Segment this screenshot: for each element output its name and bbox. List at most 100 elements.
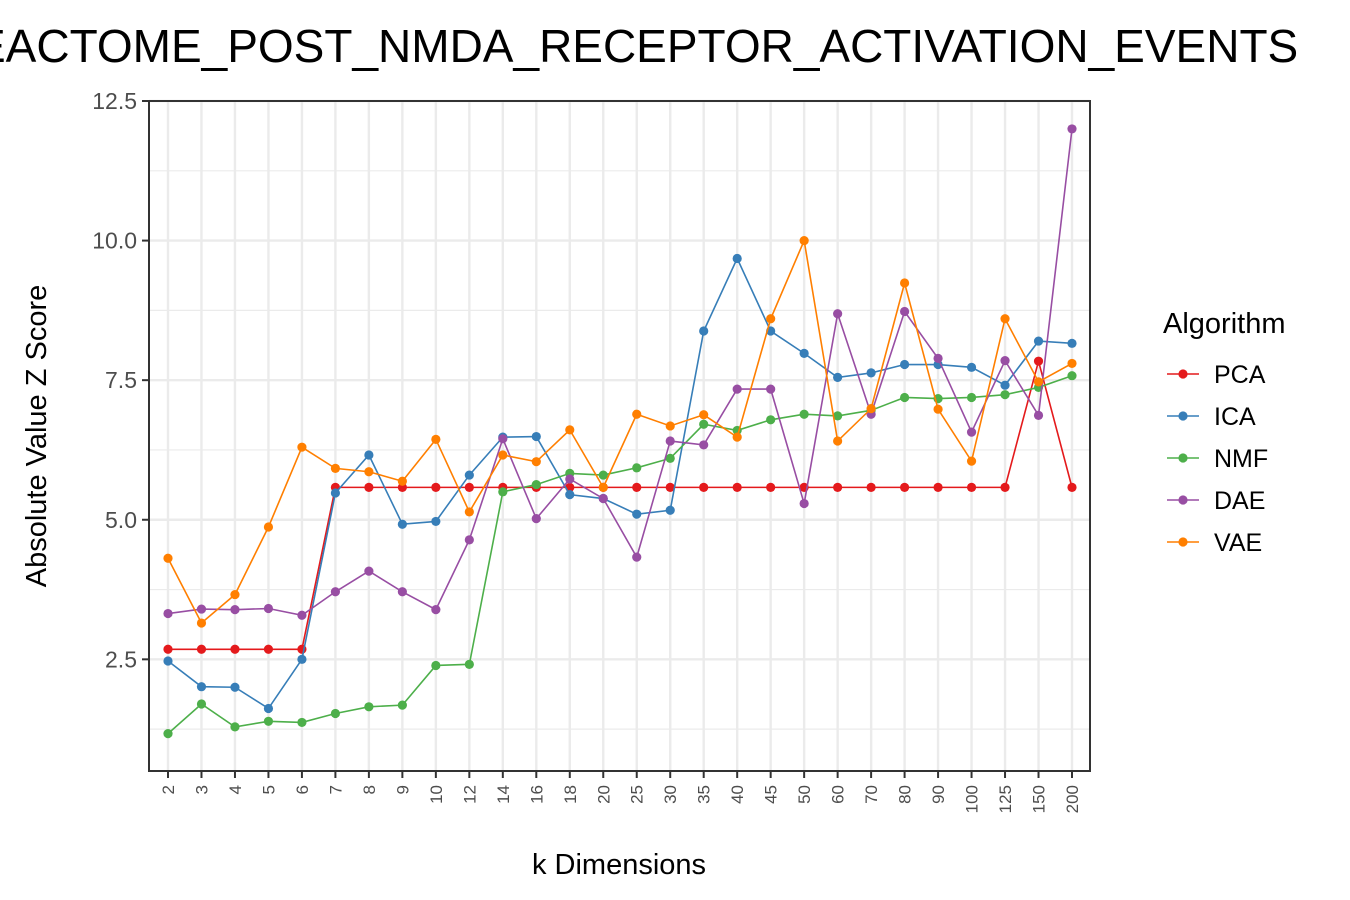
data-point-pca [665, 482, 675, 492]
x-tick-label: 35 [695, 785, 714, 804]
data-point-pca [933, 482, 943, 492]
data-point-dae [933, 353, 943, 363]
legend-item-vae: VAE [1167, 529, 1262, 557]
x-tick-label: 5 [259, 785, 278, 794]
data-point-vae [464, 507, 474, 517]
x-tick-label: 12 [460, 785, 479, 804]
x-tick-label: 6 [293, 785, 312, 794]
legend-key-point [1178, 495, 1188, 505]
series-dae [163, 124, 1077, 620]
legend: Algorithm PCA ICA NMF DAE VAE [1163, 308, 1286, 557]
legend-item-pca: PCA [1167, 361, 1266, 389]
data-point-dae [531, 514, 541, 524]
legend-key-point [1178, 369, 1188, 379]
x-axis-title: k Dimensions [532, 849, 706, 881]
data-point-vae [966, 456, 977, 466]
data-point-nmf [699, 419, 709, 429]
data-point-vae [263, 522, 274, 532]
data-point-nmf [632, 463, 642, 473]
y-tick-label: 7.5 [105, 367, 137, 393]
legend-item-ica: ICA [1167, 403, 1256, 431]
legend-label: DAE [1214, 487, 1265, 515]
x-tick-label: 4 [226, 785, 245, 794]
legend-key-point [1178, 453, 1188, 463]
data-point-dae [364, 566, 374, 576]
x-tick-label: 9 [393, 785, 412, 794]
x-tick-label: 18 [561, 785, 580, 804]
x-tick-label: 2 [159, 785, 178, 794]
x-tick-label: 8 [360, 785, 379, 794]
data-point-vae [330, 463, 341, 473]
data-point-pca [431, 482, 441, 492]
data-point-dae [833, 309, 843, 319]
data-point-ica [196, 682, 207, 692]
legend-item-dae: DAE [1167, 487, 1265, 515]
data-point-dae [230, 605, 240, 615]
data-point-nmf [397, 700, 407, 710]
data-point-dae [565, 474, 575, 484]
data-point-vae [230, 589, 240, 600]
data-point-pca [632, 482, 642, 492]
data-point-dae [397, 587, 407, 597]
series-line-nmf [167, 374, 1073, 735]
x-tick-label: 200 [1063, 785, 1082, 813]
data-point-dae [732, 384, 742, 394]
data-point-nmf [766, 415, 776, 425]
x-tick-label: 14 [494, 785, 513, 804]
legend-key-point [1178, 411, 1188, 421]
data-point-dae [330, 587, 341, 597]
data-point-dae [1000, 356, 1010, 366]
data-point-pca [699, 482, 709, 492]
x-tick-label: 125 [996, 785, 1015, 813]
data-point-nmf [531, 479, 541, 490]
data-point-ica [699, 326, 709, 336]
series-line-vae [167, 237, 1073, 625]
series-nmf [163, 371, 1077, 739]
data-point-dae [1067, 124, 1077, 134]
data-point-nmf [598, 470, 608, 480]
data-point-dae [498, 434, 508, 444]
data-point-dae [163, 608, 173, 619]
x-tick-label: 80 [896, 785, 915, 804]
y-tick-label: 5.0 [105, 507, 137, 533]
data-point-ica [230, 682, 240, 692]
y-tick-label: 10.0 [92, 228, 137, 254]
data-point-vae [397, 476, 407, 486]
data-point-pca [966, 482, 977, 492]
x-tick-label: 40 [728, 785, 747, 804]
x-tick-label: 100 [963, 785, 982, 813]
x-tick-label: 70 [862, 785, 881, 804]
data-point-nmf [665, 453, 675, 463]
data-point-ica [397, 519, 407, 529]
data-point-nmf [364, 702, 374, 712]
data-point-pca [230, 644, 240, 654]
data-point-ica [464, 470, 474, 480]
legend-label: ICA [1214, 403, 1256, 431]
data-point-ica [665, 505, 675, 515]
data-point-vae [196, 618, 207, 628]
data-point-vae [766, 314, 776, 324]
data-point-pca [263, 644, 274, 654]
data-point-nmf [196, 699, 207, 709]
data-point-dae [263, 603, 274, 614]
panel-border [148, 100, 1091, 772]
data-point-dae [665, 436, 675, 446]
data-point-nmf [431, 660, 441, 671]
data-point-ica [866, 368, 876, 378]
data-point-dae [1033, 410, 1044, 420]
data-point-pca [866, 482, 876, 492]
data-point-vae [799, 235, 809, 246]
data-point-dae [464, 535, 474, 545]
x-tick-label: 60 [829, 785, 848, 804]
data-point-vae [1000, 314, 1010, 324]
y-tick-label: 2.5 [105, 646, 137, 672]
data-point-nmf [263, 716, 274, 726]
data-point-nmf [163, 728, 173, 739]
data-point-ica [431, 516, 441, 527]
data-point-vae [699, 410, 709, 420]
data-point-ica [833, 372, 843, 382]
data-point-vae [665, 421, 675, 431]
data-point-ica [330, 488, 341, 498]
data-point-ica [899, 359, 910, 370]
chart-title: REACTOME_POST_NMDA_RECEPTOR_ACTIVATION_E… [0, 20, 1298, 72]
